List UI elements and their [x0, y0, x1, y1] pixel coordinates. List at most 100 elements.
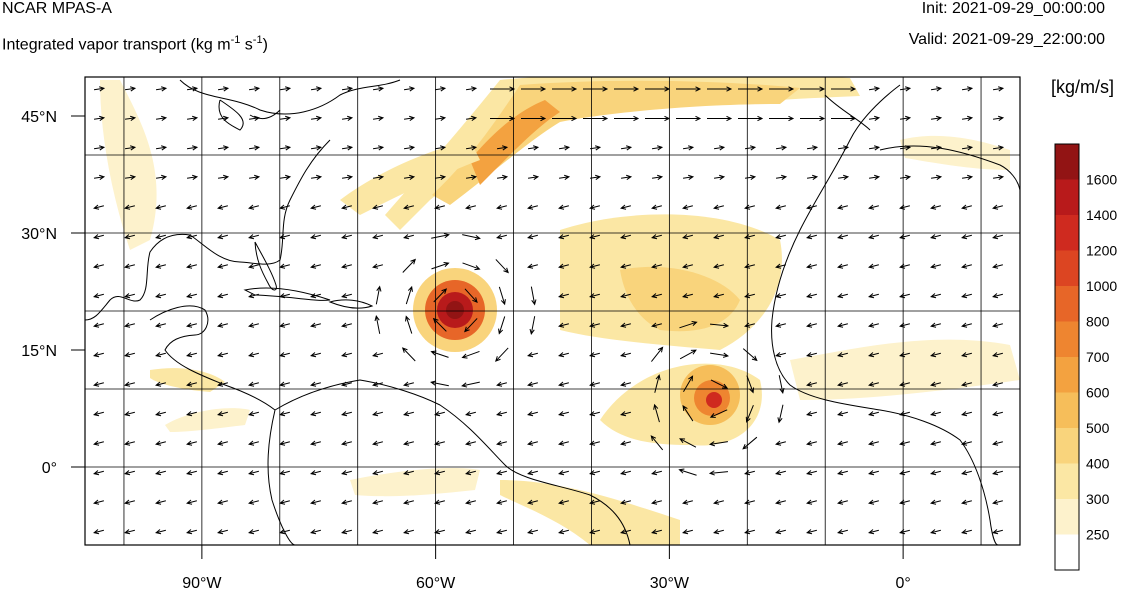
ivt-vector-arrow [403, 470, 414, 476]
ivt-vector-arrow [465, 499, 476, 505]
ivt-vector-arrow [746, 375, 755, 394]
ivt-vector-arrow [341, 440, 352, 446]
ivt-vector-arrow [341, 322, 352, 328]
ivt-vector-arrow [806, 204, 817, 210]
ivt-vector-arrow [868, 352, 879, 358]
ivt-vector-arrow [837, 174, 850, 180]
ivt-vector-arrow [775, 204, 786, 210]
ivt-vector-arrow [709, 409, 728, 418]
ivt-vector-arrow [589, 440, 600, 446]
ivt-vector-arrow [341, 529, 352, 535]
ivt-vector-arrow [124, 411, 135, 417]
ivt-vector-arrow [558, 263, 569, 269]
ivt-vector-arrow [374, 315, 381, 334]
ivt-vector-arrow [341, 411, 352, 417]
ivt-vector-arrow [682, 499, 693, 505]
ivt-vector-arrow [527, 145, 540, 151]
ivt-vector-arrow [558, 381, 569, 387]
ivt-vector-arrow [961, 293, 972, 299]
ivt-vector-arrow [868, 174, 881, 180]
ivt-vector-arrow [775, 293, 786, 299]
ivt-vector-arrow [899, 174, 912, 180]
ivt-vector-arrow [806, 293, 817, 299]
ivt-vector-arrow [217, 411, 228, 417]
ivt-vector-arrow [899, 322, 910, 328]
ivt-vector-arrow [527, 470, 538, 476]
ivt-vector-arrow [496, 440, 507, 446]
ivt-vector-arrow [679, 321, 698, 329]
lon-ticks: 90°W 60°W 30°W 0° [182, 545, 911, 592]
lon-tick-label: 90°W [182, 575, 222, 592]
ivt-vector-arrow [930, 411, 941, 417]
ivt-vector-arrow [155, 440, 166, 446]
colorbar-box [1055, 463, 1079, 499]
ivt-vector-arrow [709, 322, 730, 329]
ivt-vector-arrow [650, 435, 664, 451]
ivt-vector-arrow [155, 174, 168, 180]
ivt-vector-arrow [620, 381, 631, 387]
field-title-main: Integrated vapor transport (kg m [2, 36, 231, 54]
ivt-vector-arrow [527, 352, 538, 358]
ivt-vector-arrow [434, 204, 445, 210]
ivt-vector-arrow [992, 440, 1003, 446]
ivt-vector-arrow [713, 204, 724, 210]
ivt-vector-arrow [341, 499, 352, 505]
ivt-vector-arrow [217, 86, 230, 92]
ivt-vector-arrow [461, 350, 480, 359]
ivt-vector-arrow [248, 381, 259, 387]
ivt-vector-arrow [806, 352, 817, 358]
ivt-vector-arrow [279, 115, 292, 121]
ivt-vector-arrow [806, 234, 817, 240]
ivt-vector-arrow [310, 411, 321, 417]
ivt-vector-arrow [375, 285, 382, 305]
ivt-vector-arrow [831, 115, 857, 122]
ivt-vector-arrow [682, 293, 693, 299]
ivt-vector-arrow [589, 499, 600, 505]
ivt-vector-arrow [341, 86, 354, 92]
ivt-vector-arrow [279, 293, 290, 299]
ivt-vector-arrow [930, 499, 941, 505]
field-title-end: ) [262, 36, 268, 54]
colorbar-frame [1054, 143, 1080, 571]
ivt-vector-arrow [155, 234, 166, 240]
lon-tick-label: 60°W [416, 575, 456, 592]
ivt-vector-arrow [279, 263, 290, 269]
ivt-vector-arrow [589, 411, 600, 417]
ivt-vector-arrow [155, 470, 166, 476]
coast-florida [254, 241, 277, 291]
ivt-vector-arrow [961, 86, 974, 92]
ivt-caribbean [150, 368, 225, 392]
ivt-vector-arrow [279, 322, 290, 328]
ivt-vector-arrow [155, 145, 168, 151]
ivt-vector-arrow [310, 499, 321, 505]
ivt-vector-arrow [682, 145, 695, 151]
ivt-vector-arrow [899, 293, 910, 299]
ivt-vector-arrow [310, 174, 323, 180]
ivt-vector-arrow [248, 352, 259, 358]
ivt-vector-arrow [738, 115, 764, 122]
colorbar-label: 1600 [1086, 172, 1117, 188]
ivt-vector-arrow [620, 499, 631, 505]
colorbar-label: 250 [1086, 527, 1110, 543]
ivt-vector-arrow [341, 352, 352, 358]
ivt-storm2-core [706, 392, 722, 408]
ivt-vector-arrow [777, 404, 784, 424]
colorbar-box [1055, 534, 1079, 570]
ivt-vector-arrow [248, 529, 259, 535]
ivt-vector-arrow [403, 411, 414, 417]
ivt-vector-arrow [775, 352, 786, 358]
ivt-vector-arrow [769, 115, 795, 122]
ivt-vector-arrow [217, 234, 228, 240]
lon-tick-label: 0° [895, 575, 910, 592]
ivt-vector-arrow [961, 529, 972, 535]
ivt-vector-arrow [868, 86, 881, 92]
ivt-south-atlantic [500, 480, 680, 545]
colorbar-box [1055, 286, 1079, 322]
ivt-vector-arrow [403, 145, 416, 151]
field-title: Integrated vapor transport (kg m-1 s-1) [2, 31, 268, 54]
ivt-vector-arrow [552, 86, 578, 92]
ivt-vector-arrow [401, 347, 416, 362]
ivt-vector-arrow [868, 440, 879, 446]
colorbar-box [1055, 321, 1079, 357]
ivt-vector-arrow [868, 381, 879, 387]
